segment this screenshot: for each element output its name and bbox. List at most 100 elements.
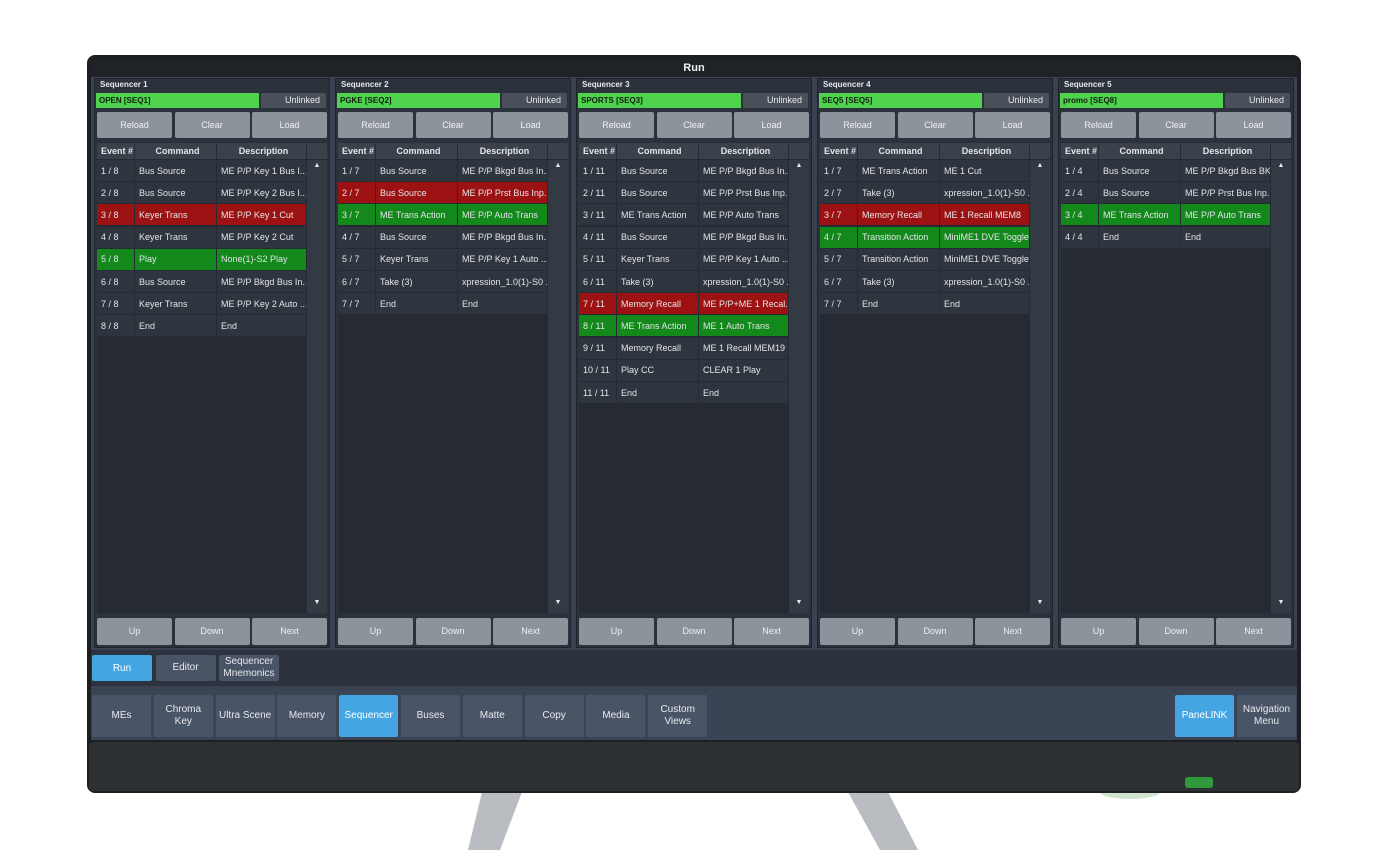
description-cell[interactable]: ME P/P Key 1 Bus I... [217, 160, 306, 181]
nav-button[interactable]: Matte [462, 695, 522, 737]
event-cell[interactable]: 4 / 11 [579, 226, 616, 248]
event-cell[interactable]: 4 / 4 [1061, 226, 1098, 248]
scroll-up[interactable]: ▲ [1036, 162, 1044, 169]
event-cell[interactable]: 1 / 4 [1061, 160, 1098, 181]
link-button[interactable]: Unlinked [984, 93, 1049, 108]
event-cell[interactable]: 4 / 7 [338, 226, 375, 248]
footer-button[interactable]: Next [1216, 618, 1291, 645]
panel-button[interactable]: Reload [579, 112, 654, 138]
description-cell[interactable]: End [217, 315, 306, 337]
scroll-up[interactable]: ▲ [554, 162, 562, 169]
nav-button[interactable]: Custom Views [648, 695, 708, 737]
command-cell[interactable]: Keyer Trans [135, 293, 216, 315]
nav-button[interactable]: Buses [401, 695, 460, 737]
description-cell[interactable]: ME P/P Bkgd Bus In... [699, 160, 788, 181]
description-cell[interactable]: ME P/P Key 2 Auto ... [217, 293, 306, 315]
panel-button[interactable]: Load [252, 112, 327, 138]
sequence-name[interactable]: OPEN [SEQ1] [96, 93, 259, 108]
event-cell[interactable]: 4 / 8 [97, 226, 134, 248]
nav-button[interactable]: Memory [277, 695, 337, 737]
event-cell[interactable]: 5 / 11 [579, 248, 616, 270]
scroll-up[interactable]: ▲ [1277, 162, 1285, 169]
description-cell[interactable]: MiniME1 DVE Toggle... [940, 226, 1029, 248]
command-cell[interactable]: Bus Source [1099, 160, 1180, 181]
event-cell[interactable]: 3 / 7 [820, 204, 857, 226]
command-cell[interactable]: Take (3) [617, 271, 698, 292]
panel-button[interactable]: Reload [97, 112, 172, 138]
description-cell[interactable]: ME P/P Bkgd Bus In... [458, 226, 547, 248]
description-cell[interactable]: End [458, 293, 547, 315]
event-cell[interactable]: 7 / 7 [820, 293, 857, 315]
description-cell[interactable]: xpression_1.0(1)-S0 ... [458, 271, 547, 292]
event-cell[interactable]: 3 / 4 [1061, 204, 1098, 226]
sequence-name[interactable]: PGKE [SEQ2] [337, 93, 500, 108]
scrollbar[interactable] [789, 160, 809, 613]
footer-button[interactable]: Down [1138, 618, 1214, 645]
description-cell[interactable]: ME P/P Prst Bus Inp... [458, 182, 547, 204]
footer-button[interactable]: Up [1061, 618, 1136, 645]
panel-button[interactable]: Clear [174, 112, 250, 138]
panel-button[interactable]: Load [1216, 112, 1291, 138]
command-cell[interactable]: Play [135, 248, 216, 270]
nav-button[interactable]: Chroma Key [153, 695, 213, 737]
command-cell[interactable]: Keyer Trans [617, 248, 698, 270]
tab[interactable]: Editor [155, 655, 216, 681]
panel-button[interactable]: Reload [338, 112, 413, 138]
sequence-name[interactable]: promo [SEQ8] [1060, 93, 1223, 108]
panel-button[interactable]: Clear [1138, 112, 1214, 138]
command-cell[interactable]: Bus Source [617, 182, 698, 204]
command-cell[interactable]: End [376, 293, 457, 315]
event-cell[interactable]: 1 / 7 [820, 160, 857, 181]
nav-button[interactable]: Media [586, 695, 646, 737]
command-cell[interactable]: ME Trans Action [376, 204, 457, 226]
scroll-up[interactable]: ▲ [795, 162, 803, 169]
link-button[interactable]: Unlinked [1225, 93, 1290, 108]
description-cell[interactable]: CLEAR 1 Play [699, 359, 788, 381]
description-cell[interactable]: xpression_1.0(1)-S0 ... [940, 182, 1029, 204]
event-cell[interactable]: 2 / 4 [1061, 182, 1098, 204]
nav-button[interactable]: MEs [92, 695, 151, 737]
description-cell[interactable]: End [1181, 226, 1270, 248]
event-cell[interactable]: 8 / 11 [579, 315, 616, 337]
command-cell[interactable]: Keyer Trans [376, 248, 457, 270]
command-cell[interactable]: Play CC [617, 359, 698, 381]
event-cell[interactable]: 5 / 8 [97, 248, 134, 270]
description-cell[interactable]: ME P/P Key 2 Cut [217, 226, 306, 248]
command-cell[interactable]: Take (3) [858, 271, 939, 292]
event-cell[interactable]: 3 / 7 [338, 204, 375, 226]
description-cell[interactable]: None(1)-S2 Play [217, 248, 306, 270]
command-cell[interactable]: Take (3) [858, 182, 939, 204]
event-cell[interactable]: 2 / 7 [820, 182, 857, 204]
scroll-down[interactable]: ▼ [1036, 599, 1044, 606]
command-cell[interactable]: ME Trans Action [617, 204, 698, 226]
footer-button[interactable]: Next [734, 618, 809, 645]
description-cell[interactable]: xpression_1.0(1)-S0 ... [699, 271, 788, 292]
nav-button[interactable]: Sequencer [339, 695, 399, 737]
panel-button[interactable]: Load [975, 112, 1050, 138]
sequence-name[interactable]: SEQ5 [SEQ5] [819, 93, 982, 108]
description-cell[interactable]: ME P/P Bkgd Bus In... [217, 271, 306, 292]
description-cell[interactable]: MiniME1 DVE Toggle... [940, 248, 1029, 270]
description-cell[interactable]: ME P/P Bkgd Bus In... [699, 226, 788, 248]
nav-button[interactable]: Copy [524, 695, 584, 737]
description-cell[interactable]: ME P/P Key 1 Cut [217, 204, 306, 226]
panel-button[interactable]: Clear [415, 112, 491, 138]
command-cell[interactable]: Memory Recall [617, 337, 698, 359]
description-cell[interactable]: ME 1 Cut [940, 160, 1029, 181]
command-cell[interactable]: ME Trans Action [617, 315, 698, 337]
scrollbar[interactable] [1271, 160, 1291, 613]
event-cell[interactable]: 10 / 11 [579, 359, 616, 381]
command-cell[interactable]: Bus Source [1099, 182, 1180, 204]
panel-button[interactable]: Reload [820, 112, 895, 138]
command-cell[interactable]: Bus Source [617, 160, 698, 181]
footer-button[interactable]: Next [975, 618, 1050, 645]
footer-button[interactable]: Up [338, 618, 413, 645]
event-cell[interactable]: 2 / 11 [579, 182, 616, 204]
nav-button[interactable]: Ultra Scene [215, 695, 275, 737]
command-cell[interactable]: Keyer Trans [135, 226, 216, 248]
description-cell[interactable]: xpression_1.0(1)-S0 ... [940, 271, 1029, 292]
scrollbar[interactable] [307, 160, 327, 613]
command-cell[interactable]: Transition Action [858, 226, 939, 248]
event-cell[interactable]: 3 / 11 [579, 204, 616, 226]
description-cell[interactable]: ME 1 Recall MEM8 [940, 204, 1029, 226]
